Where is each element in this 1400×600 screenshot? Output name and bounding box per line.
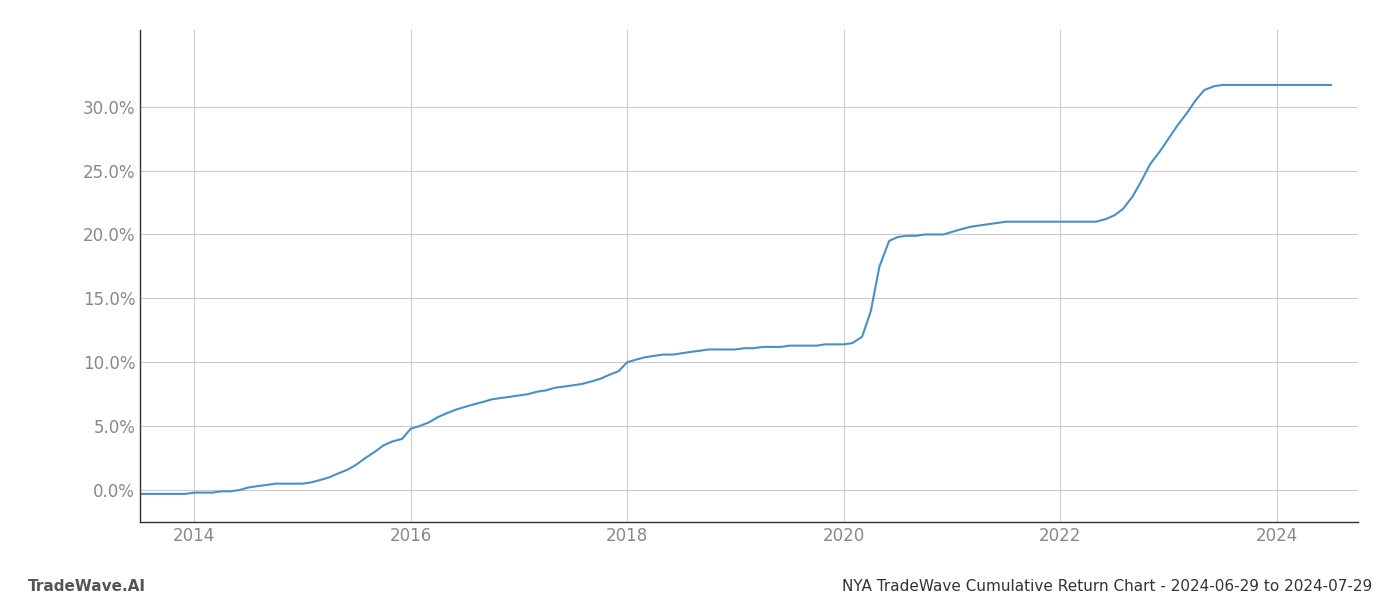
Text: NYA TradeWave Cumulative Return Chart - 2024-06-29 to 2024-07-29: NYA TradeWave Cumulative Return Chart - …: [841, 579, 1372, 594]
Text: TradeWave.AI: TradeWave.AI: [28, 579, 146, 594]
